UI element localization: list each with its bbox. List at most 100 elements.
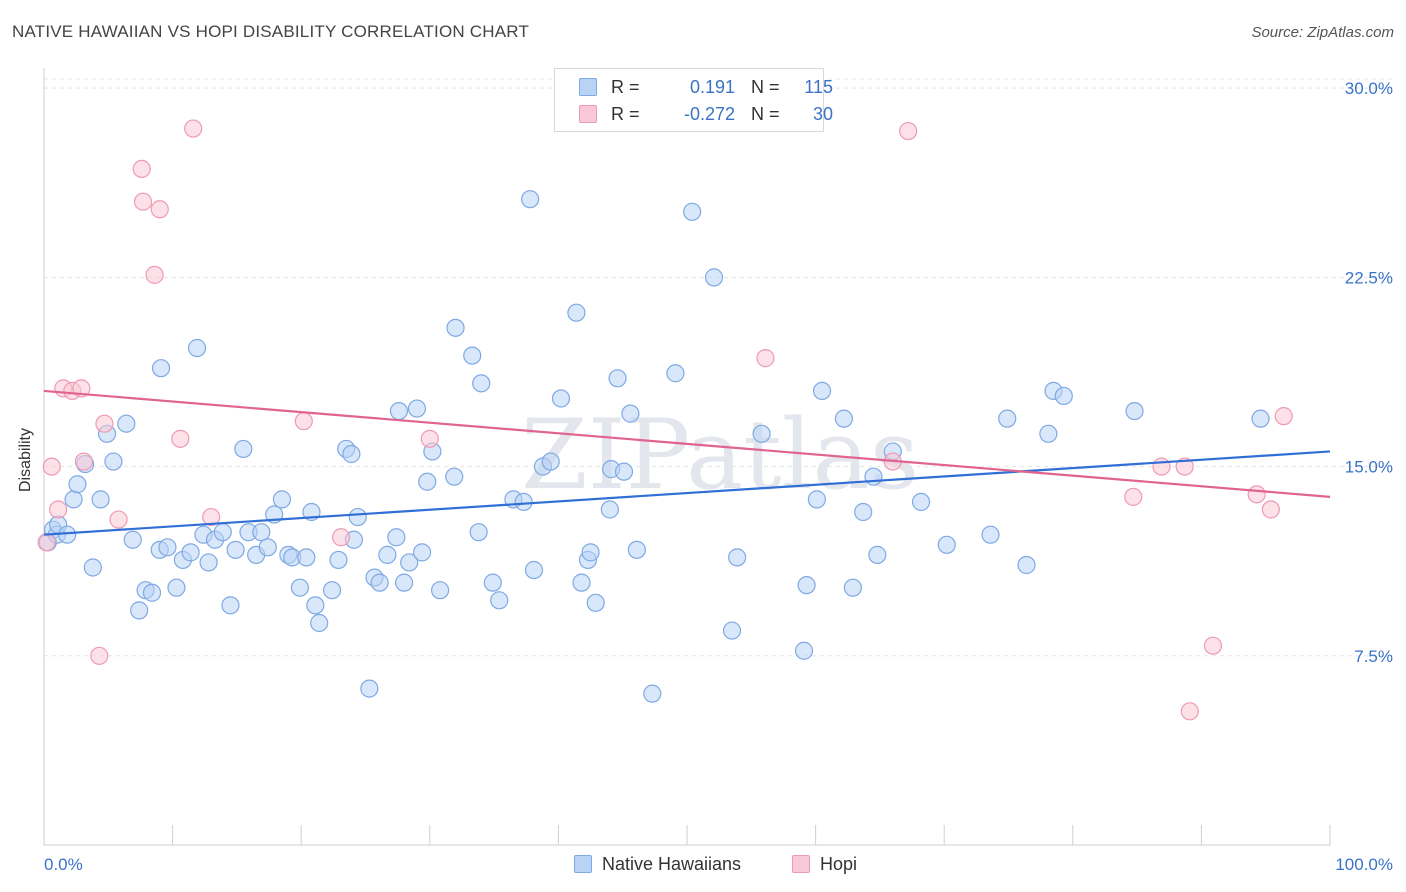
native-hawaiians-point: [1017, 555, 1036, 575]
native-hawaiians-point: [868, 545, 887, 564]
native-hawaiians-point: [83, 558, 102, 577]
native-hawaiians-point: [130, 601, 149, 620]
native-hawaiians-point: [843, 578, 862, 597]
hopi-point: [1203, 636, 1223, 655]
hopi-point: [420, 429, 439, 448]
hopi-swatch: [579, 105, 597, 123]
native-hawaiians-point: [348, 507, 367, 527]
native-hawaiians-point: [600, 500, 619, 519]
native-hawaiians-point: [322, 581, 342, 600]
stats-legend-row-hopi: R = -0.272 N = 30: [579, 102, 833, 126]
hopi-point: [109, 510, 128, 529]
hopi-point: [42, 457, 61, 476]
hopi-point: [1180, 702, 1199, 721]
native-hawaiians-point: [252, 523, 271, 542]
y-tick-label: 22.5%: [1345, 268, 1393, 287]
legend-label-hopi: Hopi: [820, 853, 858, 874]
native-hawaiians-point: [490, 591, 509, 610]
native-hawaiians-point: [472, 374, 491, 393]
native-hawaiians-point: [683, 202, 702, 221]
native-hawaiians-point: [387, 528, 406, 547]
native-hawaiians-point: [581, 543, 600, 562]
native-hawaiians-point: [937, 535, 956, 554]
hopi-point: [90, 646, 109, 665]
native-hawaiians-point: [389, 401, 409, 421]
native-hawaiians-point: [572, 573, 591, 592]
hopi-point: [133, 192, 153, 211]
native-hawaiians-point: [378, 545, 397, 564]
r-label: R =: [611, 76, 640, 97]
hopi-point: [202, 507, 221, 527]
r-value: -0.272: [683, 103, 735, 124]
native-hawaiians-point: [521, 190, 540, 209]
hopi-point: [171, 429, 190, 448]
native-hawaiians-point: [306, 596, 325, 615]
hopi-point: [1274, 407, 1293, 426]
native-hawaiians-point: [621, 404, 640, 423]
native-hawaiians-point: [370, 573, 389, 592]
native-hawaiians-point: [728, 548, 747, 567]
hopi-point: [145, 265, 164, 284]
native-hawaiians-point: [812, 381, 832, 401]
hopi-point: [37, 533, 56, 552]
native-hawaiians-point: [981, 525, 1000, 544]
y-tick-label: 7.5%: [1354, 647, 1393, 666]
native-hawaiians-point: [608, 369, 627, 388]
hopi-point: [294, 412, 313, 431]
hopi-point: [49, 500, 68, 519]
r-value: 0.191: [689, 76, 735, 97]
native-hawaiians-point: [342, 444, 361, 464]
native-hawaiians-point: [541, 452, 560, 471]
hopi-point: [331, 528, 351, 547]
native-hawaiians-point: [360, 679, 379, 698]
native-hawaiians-point: [394, 573, 414, 592]
native-hawaiians-point: [158, 538, 177, 557]
hopi-point: [132, 159, 151, 179]
native-hawaiians-point: [412, 543, 432, 562]
native-hawaiians-point: [64, 490, 83, 509]
native-hawaiians-point: [181, 543, 200, 562]
legend-item-hopi[interactable]: Hopi: [792, 852, 857, 876]
native-hawaiians-point: [1054, 386, 1073, 406]
native-hawaiians-point: [258, 538, 277, 557]
native-hawaiians-point: [567, 303, 586, 322]
hopi-point: [1152, 457, 1171, 476]
native-hawaiians-point: [272, 490, 292, 509]
legend-label-native-hawaiians: Native Hawaiians: [602, 853, 742, 874]
native-hawaiians-point: [68, 475, 87, 494]
native-hawaiians-point: [213, 523, 232, 542]
native-hawaiians-point: [524, 560, 544, 580]
hopi-point: [184, 119, 203, 138]
hopi-point: [1247, 485, 1266, 504]
n-label: N =: [751, 76, 780, 97]
source-label: Source: ZipAtlas.com: [1251, 24, 1394, 41]
hopi-point: [1175, 457, 1194, 476]
native-hawaiians-point: [151, 359, 171, 378]
hopi-legend-swatch: [792, 855, 810, 873]
native-hawaiians-point: [407, 399, 427, 418]
native-hawaiians-legend-swatch: [574, 855, 592, 873]
native-hawaiians-point: [123, 530, 142, 549]
native-hawaiians-point: [104, 452, 123, 471]
watermark: ZIPatlas: [521, 399, 919, 511]
native-hawaiians-point: [167, 578, 186, 597]
hopi-point: [899, 121, 918, 141]
native-hawaiians-point: [627, 540, 646, 559]
native-hawaiians-point: [400, 553, 419, 572]
native-hawaiians-point: [1125, 401, 1144, 421]
native-hawaiians-point: [445, 467, 464, 486]
native-hawaiians-swatch: [579, 78, 597, 96]
y-tick-label: 30.0%: [1345, 79, 1393, 98]
native-hawaiians-point: [117, 414, 136, 433]
r-label: R =: [611, 103, 640, 124]
legend-item-native-hawaiians[interactable]: Native Hawaiians: [574, 852, 741, 876]
native-hawaiians-point: [666, 364, 685, 383]
hopi-point: [95, 414, 114, 433]
native-hawaiians-point: [329, 550, 348, 570]
native-hawaiians-point: [1039, 424, 1058, 443]
native-hawaiians-point: [704, 268, 724, 287]
native-hawaiians-point: [463, 346, 482, 365]
native-hawaiians-point: [58, 525, 77, 544]
native-hawaiians-point: [290, 578, 310, 597]
